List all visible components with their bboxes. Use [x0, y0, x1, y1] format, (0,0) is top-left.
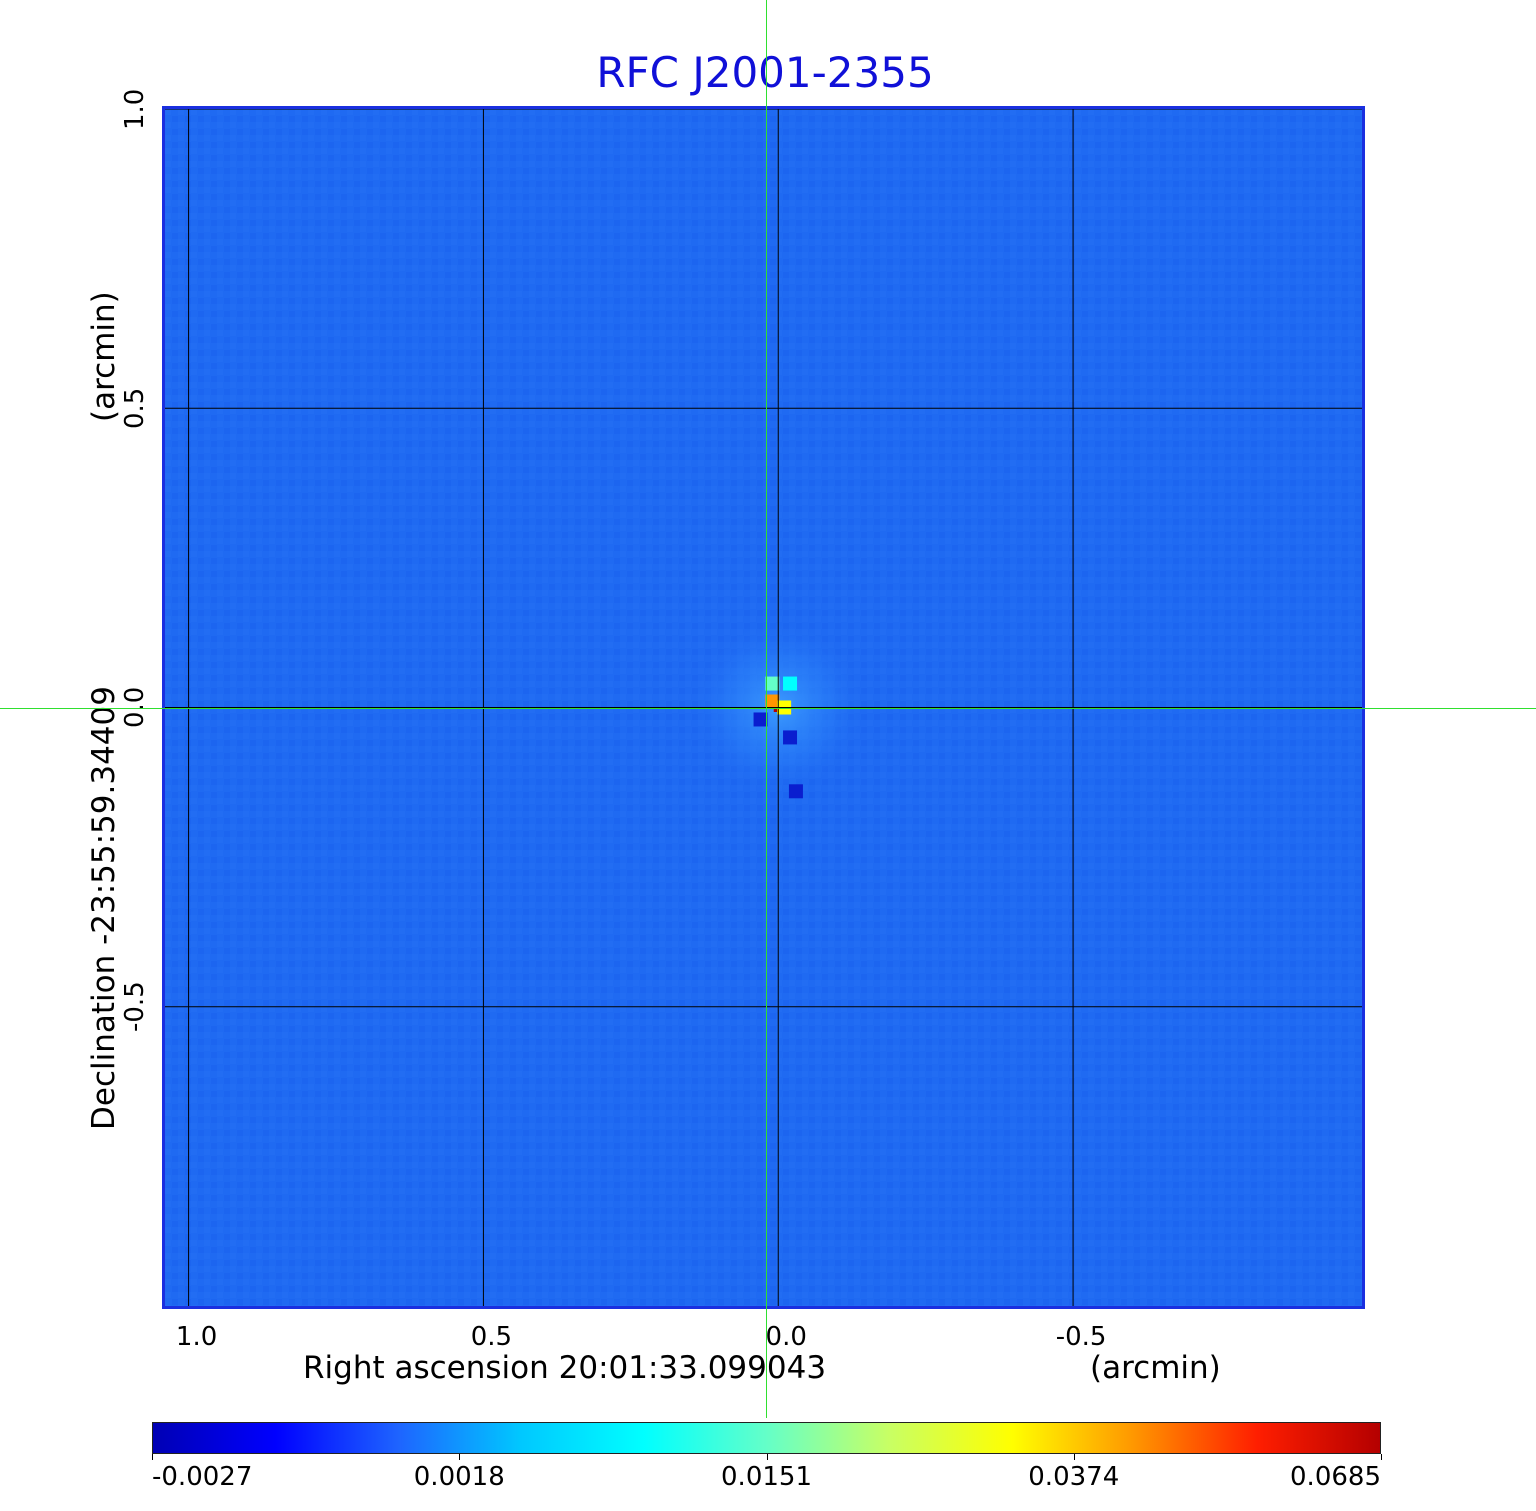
feature-pixel-high: [765, 694, 780, 709]
colorbar-tick-mark: [766, 1454, 768, 1460]
heatmap-plot-area[interactable]: [162, 106, 1365, 1309]
crosshair-vertical: [766, 0, 767, 1418]
crosshair-horizontal: [0, 708, 1536, 709]
y-tick-label: 0.5: [120, 387, 150, 429]
feature-pixel-mid: [765, 676, 780, 691]
colorbar-tick-label: 0.0685: [1290, 1462, 1381, 1492]
colorbar-tick-mark: [152, 1454, 153, 1460]
feature-pixel-mid: [783, 676, 798, 691]
x-tick-label: 1.0: [175, 1322, 218, 1352]
heatmap-canvas: [165, 109, 1362, 1306]
y-axis-label: Declination -23:55:59.34409: [86, 686, 122, 1130]
colorbar-tick-label: 0.0151: [721, 1462, 812, 1492]
colorbar-tick-label: 0.0374: [1028, 1462, 1120, 1492]
grid-layer: [165, 109, 1362, 1306]
chart-title: RFC J2001-2355: [596, 48, 934, 97]
x-axis-unit: (arcmin): [1090, 1350, 1221, 1386]
y-axis-unit: (arcmin): [86, 291, 122, 422]
colorbar-tick-mark: [459, 1454, 461, 1460]
x-tick-label: 0.0: [765, 1322, 807, 1352]
colorbar-tick-mark: [1381, 1454, 1382, 1460]
colorbar-tick-label: 0.0018: [413, 1462, 505, 1492]
x-tick-label: -0.5: [1055, 1322, 1107, 1352]
feature-pixel-negative: [788, 784, 803, 799]
y-tick-label: 1.0: [120, 88, 150, 130]
x-axis-label: Right ascension 20:01:33.099043: [303, 1350, 827, 1386]
feature-pixel-negative: [783, 730, 798, 745]
feature-pixel-negative: [753, 712, 768, 727]
x-tick-label: 0.5: [470, 1322, 513, 1352]
colorbar-tick-label: -0.0027: [152, 1462, 253, 1492]
y-tick-label: -0.5: [120, 981, 150, 1033]
colorbar-tick-mark: [1073, 1454, 1075, 1460]
colorbar: [152, 1422, 1381, 1454]
